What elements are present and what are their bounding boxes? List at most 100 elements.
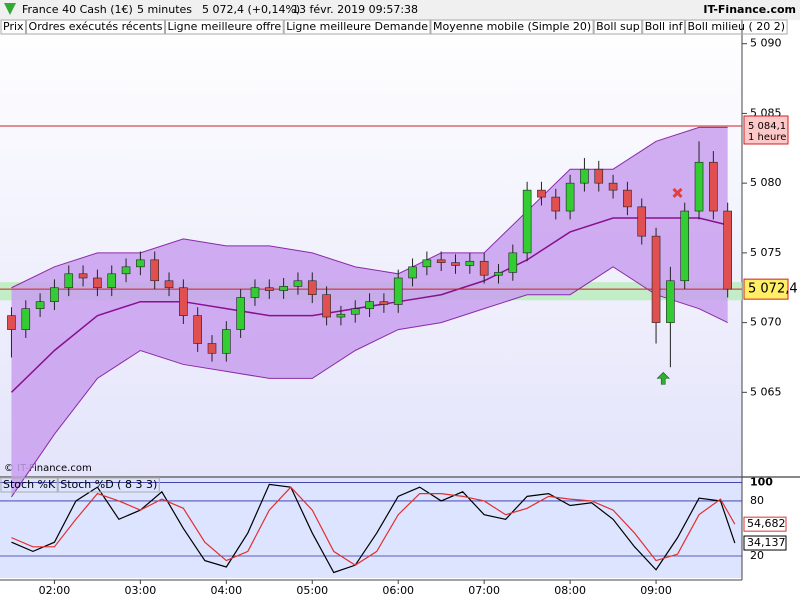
candle-body [279, 286, 288, 291]
legend-box[interactable] [0, 19, 27, 35]
sell-signal [672, 187, 683, 198]
legend-box[interactable] [57, 477, 160, 493]
candle-body [236, 297, 245, 330]
legend-item[interactable]: Boll sup [596, 20, 640, 33]
x-tick-label: 09:00 [640, 584, 672, 597]
candle-body [222, 329, 231, 354]
legend-item[interactable]: Ligne meilleure offre [168, 20, 282, 33]
candle-body [207, 343, 217, 354]
candle-body [393, 277, 403, 305]
band-line [11, 266, 728, 498]
candle-body [107, 273, 117, 289]
legend-box[interactable] [0, 477, 58, 493]
last-label-box [743, 535, 787, 551]
y-tick-label: 5 070 [750, 316, 782, 329]
candle-body [465, 260, 475, 266]
candle-body [565, 182, 575, 212]
legend-box[interactable] [593, 19, 643, 35]
buy-signal [656, 371, 670, 385]
candle-body [709, 161, 718, 212]
menu-icon[interactable] [4, 3, 16, 15]
candle-body [193, 315, 202, 344]
candle-body [508, 252, 518, 273]
candle-body [637, 206, 647, 237]
legend-item[interactable]: Boll inf [645, 20, 684, 33]
price-label: 5 072,4 [748, 282, 798, 297]
legend-box[interactable] [165, 19, 284, 35]
y-tick-label: 5 065 [750, 385, 782, 398]
stoch-line [11, 486, 736, 566]
candle-body [150, 259, 160, 282]
y-tick-label: 80 [750, 494, 764, 507]
x-tick-label: 08:00 [554, 584, 586, 597]
candle-body [580, 168, 589, 184]
title-bar [0, 0, 800, 20]
candle-body [680, 210, 690, 282]
candle-body [608, 182, 618, 191]
candle-body [250, 287, 260, 298]
legend-box[interactable] [685, 19, 788, 35]
instrument: France 40 Cash (1€) [22, 3, 133, 16]
candle-body [408, 266, 417, 279]
candle-body [136, 259, 145, 268]
candle-body [651, 235, 661, 323]
candle-body [264, 287, 274, 291]
candle-body [551, 196, 561, 212]
quote: 5 072,4 (+0,14%) [202, 3, 300, 16]
last-label: 54,682 [747, 517, 786, 530]
x-tick-label: 05:00 [296, 584, 328, 597]
price-label: 5 084,1 [748, 121, 786, 132]
candle-body [307, 280, 317, 296]
y-tick-label: 100 [750, 476, 773, 489]
x-tick-label: 04:00 [210, 584, 242, 597]
candle-body [723, 210, 732, 290]
candle-body [666, 280, 675, 323]
candle-body [537, 189, 546, 198]
candle-body [350, 308, 360, 315]
legend-item[interactable]: Moyenne mobile (Simple 20) [433, 20, 591, 33]
band-line [11, 126, 728, 289]
band-line [10, 217, 728, 393]
legend-item[interactable]: Stoch %D ( 8 3 3) [60, 478, 157, 491]
candle-body [594, 168, 604, 184]
candle-body [50, 287, 59, 302]
candle-body [64, 273, 74, 289]
legend-box[interactable] [26, 19, 165, 35]
candle-body [78, 273, 88, 279]
last-label-box [743, 516, 787, 532]
price-label-box [743, 278, 789, 300]
candle-body [179, 287, 188, 316]
stoch-plot [0, 478, 742, 578]
legend-item[interactable]: Boll milieu ( 20 2) [688, 20, 786, 33]
legend-box[interactable] [642, 19, 685, 35]
legend-box[interactable] [283, 19, 431, 35]
legend-item[interactable]: Stoch %K [3, 478, 56, 491]
candle-body [93, 277, 102, 289]
price-label-box [743, 115, 789, 145]
legend-item[interactable]: Ligne meilleure Demande [286, 20, 428, 33]
legend-box[interactable] [430, 19, 594, 35]
x-tick-label: 02:00 [39, 584, 71, 597]
y-tick-label: 5 075 [750, 246, 782, 259]
candle-body [694, 161, 704, 212]
candle-body [293, 280, 303, 287]
legend-item[interactable]: Ordres exécutés récents [29, 20, 163, 33]
x-tick-label: 07:00 [468, 584, 500, 597]
y-tick-label: 5 080 [750, 176, 782, 189]
brand: IT-Finance.com [703, 3, 796, 16]
x-tick-label: 06:00 [382, 584, 414, 597]
separator [0, 476, 800, 478]
candle-body [422, 259, 432, 268]
candle-body [379, 301, 389, 305]
candle-body [451, 262, 460, 266]
candle-body [623, 189, 632, 208]
candle-body [35, 301, 45, 309]
candle-body [336, 313, 346, 318]
legend-item[interactable]: Prix [3, 20, 24, 33]
y-tick-label: 5 090 [750, 37, 782, 50]
timestamp: 13 févr. 2019 09:57:38 [292, 3, 418, 16]
candle-body [365, 301, 374, 309]
period: 5 minutes [137, 3, 192, 16]
candle-body [522, 189, 532, 254]
watermark: © IT-Finance.com [4, 463, 92, 474]
